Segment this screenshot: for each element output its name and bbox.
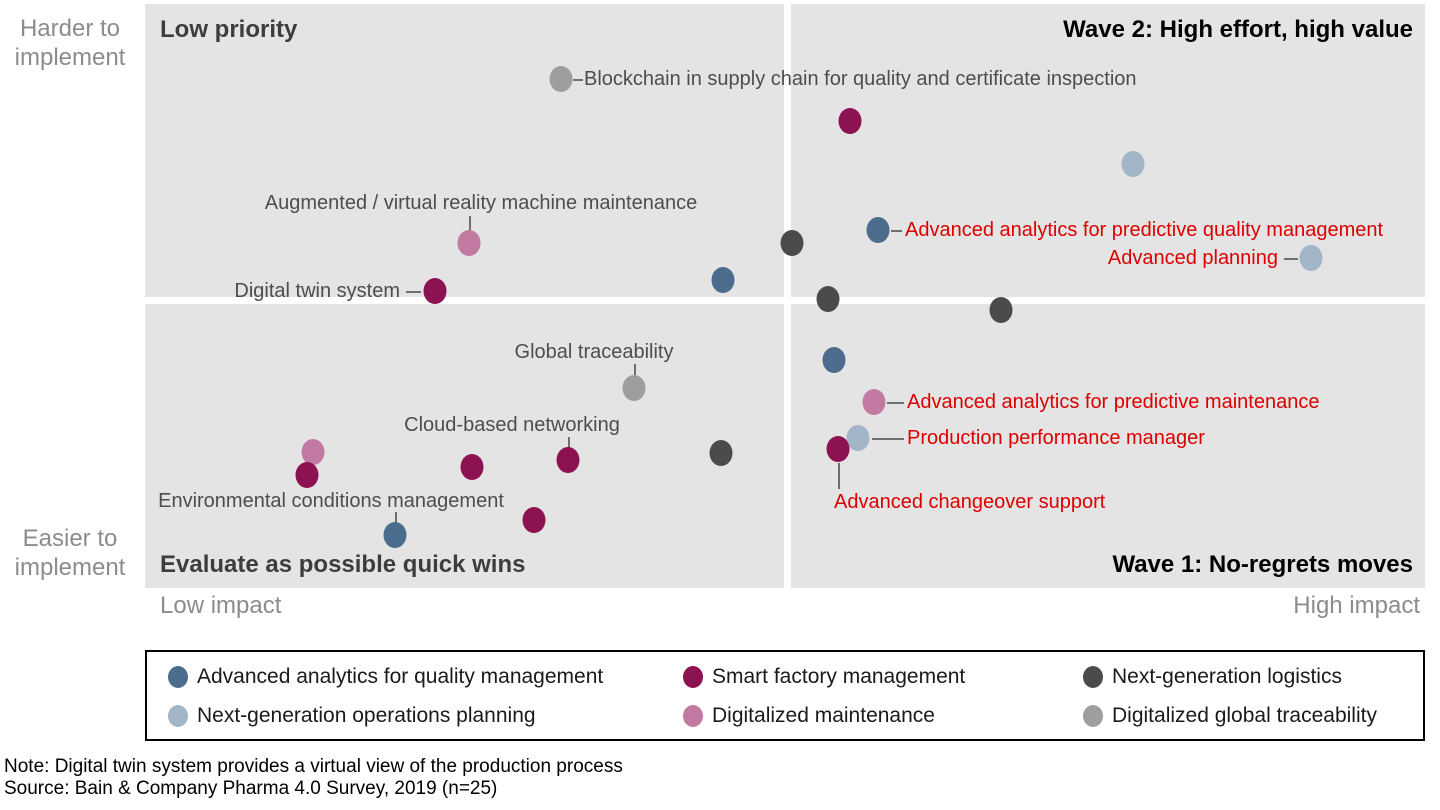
- point-label: Production performance manager: [907, 427, 1205, 449]
- point-label-connector: [573, 79, 583, 81]
- legend-label: Digitalized global traceability: [1112, 703, 1377, 727]
- data-point: [1299, 245, 1323, 271]
- x-axis-label-high: High impact: [1293, 592, 1420, 619]
- quadrant-title-wave-1: Wave 1: No-regrets moves: [1112, 551, 1413, 578]
- point-label-connector: [872, 438, 904, 440]
- data-point: [522, 507, 546, 533]
- legend-label: Advanced analytics for quality managemen…: [197, 664, 604, 688]
- data-point: [816, 286, 840, 312]
- data-point: [1121, 151, 1145, 177]
- data-point: [556, 447, 580, 473]
- point-label: Blockchain in supply chain for quality a…: [584, 68, 1137, 90]
- legend-dot-icon: [683, 665, 703, 688]
- legend-item: Next-generation operations planning: [168, 704, 683, 728]
- legend-item: Next-generation logistics: [1083, 665, 1423, 689]
- data-point: [711, 267, 735, 293]
- point-label-connector: [1284, 258, 1298, 260]
- x-axis-label-low: Low impact: [160, 592, 282, 619]
- data-point: [989, 297, 1013, 323]
- point-label: Digital twin system: [234, 280, 400, 302]
- data-point: [460, 454, 484, 480]
- quadrant-title-wave-2: Wave 2: High effort, high value: [1063, 16, 1413, 43]
- data-point: [622, 375, 646, 401]
- quadrant-title-quick-wins: Evaluate as possible quick wins: [160, 551, 526, 578]
- data-point: [301, 439, 325, 465]
- data-point: [457, 230, 481, 256]
- data-point: [826, 436, 850, 462]
- legend-label: Next-generation logistics: [1112, 664, 1342, 688]
- legend-dot-icon: [168, 665, 188, 688]
- legend-label: Next-generation operations planning: [197, 703, 536, 727]
- source-text: Source: Bain & Company Pharma 4.0 Survey…: [4, 778, 498, 799]
- note-text: Note: Digital twin system provides a vir…: [4, 756, 623, 777]
- quadrant-bottom-right: [791, 304, 1425, 588]
- data-point: [383, 522, 407, 548]
- y-axis-label-top: Harder to implement: [14, 15, 126, 71]
- point-label: Advanced planning: [1107, 247, 1278, 269]
- legend-label: Digitalized maintenance: [712, 703, 935, 727]
- point-label-connector: [891, 230, 902, 232]
- point-label: Advanced changeover support: [834, 491, 1106, 513]
- point-label: Environmental conditions management: [158, 490, 504, 512]
- legend-label: Smart factory management: [712, 664, 966, 688]
- point-label-connector: [838, 463, 840, 489]
- point-label: Advanced analytics for predictive mainte…: [907, 391, 1320, 413]
- legend-dot-icon: [683, 704, 703, 727]
- quadrant-title-low-priority: Low priority: [160, 16, 298, 43]
- point-label: Advanced analytics for predictive qualit…: [905, 219, 1384, 241]
- legend-dot-icon: [1083, 665, 1103, 688]
- legend-item: Smart factory management: [683, 665, 1083, 689]
- footer-text: Note: Digital twin system provides a vir…: [4, 756, 623, 800]
- quadrant-bottom-left: [145, 304, 784, 588]
- point-label-connector: [406, 291, 421, 293]
- point-label-connector: [634, 364, 636, 375]
- point-label-connector: [887, 402, 904, 404]
- data-point: [549, 66, 573, 92]
- data-point: [423, 278, 447, 304]
- y-axis-label-bottom: Easier to implement: [14, 525, 126, 581]
- data-point: [295, 462, 319, 488]
- data-point: [846, 425, 870, 451]
- legend: Advanced analytics for quality managemen…: [145, 650, 1425, 741]
- point-label: Cloud-based networking: [404, 414, 620, 436]
- data-point: [709, 440, 733, 466]
- data-point: [838, 108, 862, 134]
- legend-item: Digitalized global traceability: [1083, 704, 1423, 728]
- point-label-connector: [395, 512, 397, 523]
- legend-item: Advanced analytics for quality managemen…: [168, 665, 683, 689]
- data-point: [862, 389, 886, 415]
- data-point: [866, 217, 890, 243]
- legend-dot-icon: [168, 704, 188, 727]
- point-label-connector: [568, 437, 570, 448]
- point-label: Augmented / virtual reality machine main…: [264, 192, 698, 214]
- data-point: [780, 230, 804, 256]
- legend-item: Digitalized maintenance: [683, 704, 1083, 728]
- point-label-connector: [469, 216, 471, 230]
- point-label: Global traceability: [514, 341, 674, 363]
- data-point: [822, 347, 846, 373]
- legend-dot-icon: [1083, 704, 1103, 727]
